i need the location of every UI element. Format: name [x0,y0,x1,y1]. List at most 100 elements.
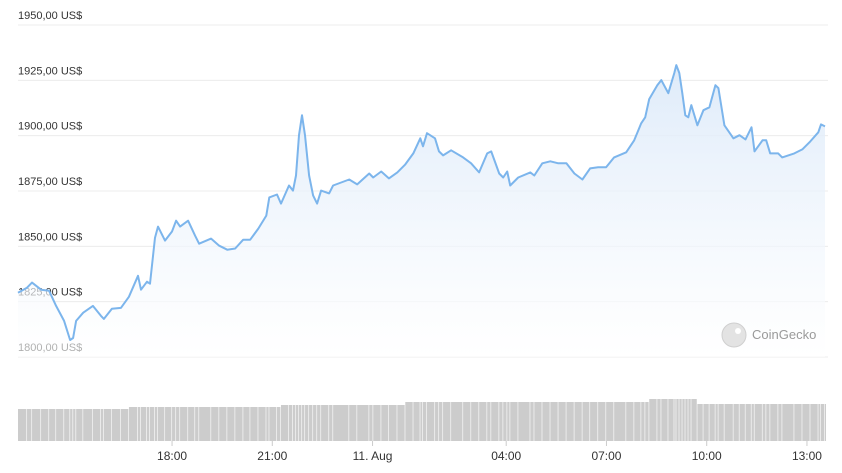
watermark: CoinGecko [721,322,816,348]
volume-bar [688,399,691,441]
volume-bar [499,402,503,441]
plot: 1800,00 US$1825,00 US$1850,00 US$1875,00… [17,10,828,463]
volume-bar [269,407,277,441]
x-tick-label: 04:00 [491,449,521,463]
y-tick-label: 1900,00 US$ [18,121,82,133]
volume-bar [810,404,818,441]
volume-bar [574,402,582,441]
volume-bar [266,407,269,441]
volume-bar [724,404,733,441]
volume-bar [661,399,668,441]
volume-bar [357,405,369,441]
volume-bar [766,404,770,441]
volume-bar [802,404,810,441]
volume-bar [626,402,634,441]
volume-bar [27,409,32,441]
volume-bar [435,402,439,441]
volume-bar [820,404,825,441]
volume-bar [289,405,293,441]
volume-bar [92,409,101,441]
volume-bar [199,407,211,441]
volume-bar [762,404,766,441]
volume-bar [211,407,219,441]
volume-bar [76,409,83,441]
volume-bar [754,404,762,441]
volume-bar [180,407,188,441]
volume-bar [423,402,427,441]
volume-bar [172,407,176,441]
volume-bar [439,402,443,441]
volume-bar [250,407,258,441]
volume-bar [649,399,657,441]
volume-bar [507,402,510,441]
volume-bar [614,402,626,441]
volume-bar [243,407,250,441]
volume-bar [674,399,676,441]
volume-bar [146,407,150,441]
volume-bar [691,399,697,441]
volume-bar [309,405,313,441]
volume-bar [158,407,165,441]
volume-bar [745,404,751,441]
volume-bar [487,402,491,441]
y-tick-label: 1925,00 US$ [18,65,82,77]
volume-bar [280,405,289,441]
volume-bar [491,402,499,441]
volume-bar [140,407,147,441]
volume-bar [542,402,550,441]
volume-bar [381,405,389,441]
volume-bar [679,399,682,441]
volume-bar [195,407,199,441]
volume-bar [685,399,688,441]
volume-bar [451,402,463,441]
volume-bar [305,405,309,441]
volume-bar [227,407,235,441]
volume-bar [235,407,243,441]
volume-bar [373,405,381,441]
price-line [17,64,826,341]
volume-bar [703,404,709,441]
volume-bar [219,407,227,441]
volume-bar [479,402,487,441]
volume-bar [818,404,821,441]
volume-bar [188,407,195,441]
volume-bar [751,404,754,441]
x-tick-label: 18:00 [157,449,187,463]
volume-bar [566,402,574,441]
volume-bar [333,405,349,441]
volume-bar [420,402,423,441]
volume-bar [64,409,70,441]
volume-bar [534,402,542,441]
volume-bar [18,409,27,441]
volume-bar [606,402,614,441]
volume-bar [443,402,451,441]
volume-bar [733,404,739,441]
volume-bar [715,404,718,441]
volume-bar [518,402,530,441]
volume-bar [165,407,172,441]
volume-bar [427,402,435,441]
volume-bar [49,409,56,441]
x-tick-label: 21:00 [257,449,287,463]
volume-bar [739,404,745,441]
volume-bar [697,404,703,441]
volume-bar [41,409,49,441]
volume-bar [369,405,373,441]
volume-bar [276,407,281,441]
volume-bar [100,409,104,441]
volume-bar [149,407,155,441]
volume-bar [258,407,266,441]
y-tick-label: 1875,00 US$ [18,176,82,188]
volume-bar [641,402,645,441]
volume-bar [550,402,558,441]
volume-bar [293,405,296,441]
volume-bar [709,404,715,441]
volume-bar [676,399,679,441]
watermark-text: CoinGecko [752,327,816,342]
x-tick-label: 13:00 [792,449,822,463]
volume-bar [682,399,685,441]
volume-bar [32,409,41,441]
volume-bar [137,407,141,441]
volume-bar [176,407,180,441]
